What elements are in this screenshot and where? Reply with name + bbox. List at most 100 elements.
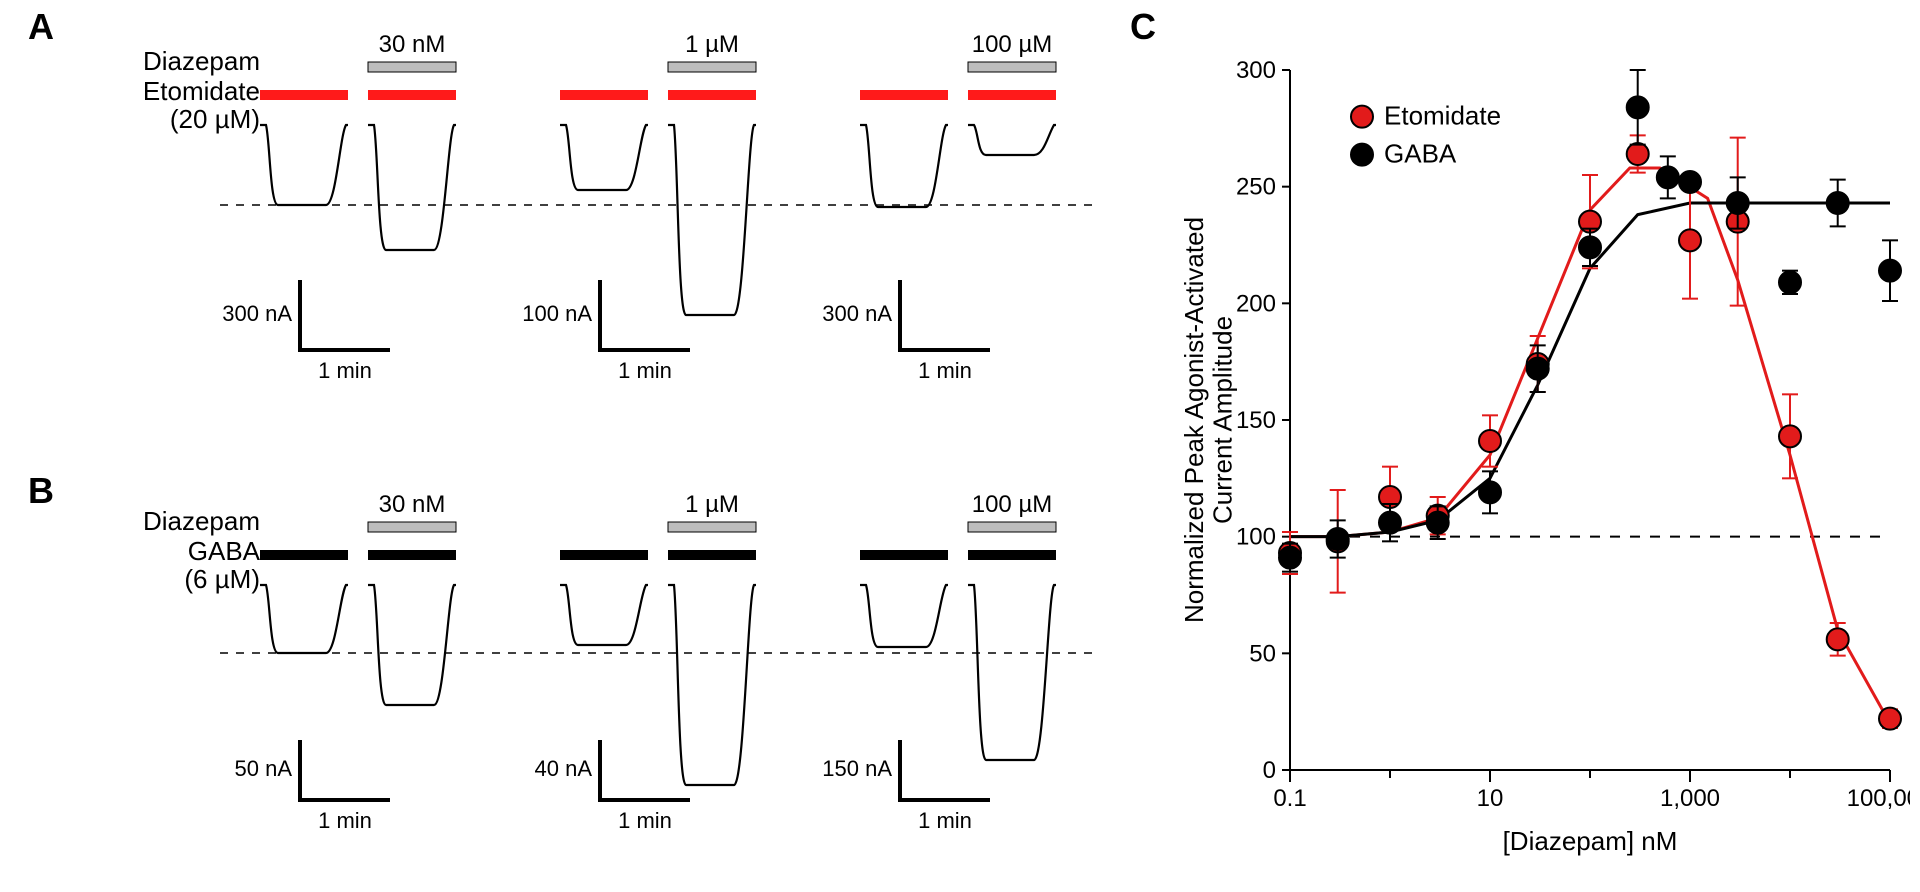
trace-drug	[668, 125, 756, 315]
agonist-bar	[860, 90, 948, 100]
legend-marker	[1351, 144, 1373, 166]
conc-label: 100 µM	[972, 491, 1053, 518]
agonist-bar	[260, 550, 348, 560]
agonist-bar	[260, 90, 348, 100]
trace-control	[260, 585, 348, 653]
scalebar-xlabel: 1 min	[318, 358, 372, 383]
scalebar	[300, 740, 390, 800]
marker-gaba	[1479, 481, 1501, 503]
marker-etomidate	[1827, 628, 1849, 650]
scalebar	[300, 280, 390, 350]
trace-control	[560, 585, 648, 645]
marker-gaba	[1727, 192, 1749, 214]
xlabel: [Diazepam] nM	[1503, 826, 1678, 856]
diazepam-label: Diazepam	[143, 46, 260, 76]
agonist-bar	[968, 90, 1056, 100]
marker-etomidate	[1679, 229, 1701, 251]
agonist-conc: (20 µM)	[170, 104, 260, 134]
panel-c-chart: 0501001502002503000.1101,000100,000[Diaz…	[1180, 10, 1910, 880]
trace-drug	[968, 125, 1056, 155]
trace-control	[860, 125, 948, 207]
scalebar	[600, 740, 690, 800]
trace-control	[560, 125, 648, 190]
diazepam-bar	[368, 522, 456, 532]
scalebar-ylabel: 50 nA	[235, 756, 293, 781]
marker-gaba	[1579, 236, 1601, 258]
marker-gaba	[1879, 260, 1901, 282]
diazepam-bar	[968, 522, 1056, 532]
agonist-bar	[668, 90, 756, 100]
figure: A B C DiazepamEtomidate(20 µM)30 nM300 n…	[0, 0, 1920, 892]
panel-c-label: C	[1130, 6, 1156, 48]
scalebar	[900, 280, 990, 350]
xtick-label: 0.1	[1273, 785, 1306, 812]
scalebar-xlabel: 1 min	[318, 808, 372, 833]
ytick-label: 200	[1236, 290, 1276, 317]
trace-control	[860, 585, 948, 647]
panel-b-label: B	[28, 470, 54, 512]
conc-label: 30 nM	[379, 31, 446, 58]
marker-gaba	[1827, 192, 1849, 214]
marker-gaba	[1379, 512, 1401, 534]
ytick-label: 300	[1236, 57, 1276, 84]
marker-etomidate	[1779, 425, 1801, 447]
agonist-bar	[968, 550, 1056, 560]
agonist-bar	[560, 90, 648, 100]
agonist-bar	[668, 550, 756, 560]
agonist-bar	[560, 550, 648, 560]
agonist-bar	[368, 550, 456, 560]
xtick-label: 1,000	[1660, 785, 1720, 812]
legend-marker	[1351, 106, 1373, 128]
marker-gaba	[1527, 358, 1549, 380]
diazepam-label: Diazepam	[143, 506, 260, 536]
conc-label: 30 nM	[379, 491, 446, 518]
panel-a-traces: DiazepamEtomidate(20 µM) 30 nM 300 nA 1 min…	[60, 10, 1120, 440]
scalebar-ylabel: 150 nA	[822, 756, 892, 781]
scalebar-ylabel: 100 nA	[522, 301, 592, 326]
marker-gaba	[1279, 547, 1301, 569]
agonist-bar	[860, 550, 948, 560]
marker-etomidate	[1479, 430, 1501, 452]
ytick-label: 0	[1263, 757, 1276, 784]
marker-gaba	[1627, 96, 1649, 118]
ylabel: Normalized Peak Agonist-ActivatedCurrent…	[1180, 217, 1238, 623]
diazepam-bar	[668, 522, 756, 532]
marker-gaba	[1327, 528, 1349, 550]
diazepam-bar	[968, 62, 1056, 72]
marker-gaba	[1657, 166, 1679, 188]
panel-a-label: A	[28, 6, 54, 48]
trace-drug	[368, 585, 456, 705]
conc-label: 1 µM	[685, 491, 739, 518]
scalebar-xlabel: 1 min	[618, 808, 672, 833]
scalebar-xlabel: 1 min	[918, 808, 972, 833]
legend-label: Etomidate	[1384, 101, 1501, 131]
scalebar	[900, 740, 990, 800]
xtick-label: 10	[1477, 785, 1504, 812]
marker-etomidate	[1879, 708, 1901, 730]
trace-drug	[668, 585, 756, 785]
agonist-label: Etomidate	[143, 76, 260, 106]
marker-gaba	[1779, 271, 1801, 293]
legend-label: GABA	[1384, 139, 1457, 169]
xtick-label: 100,000	[1847, 785, 1910, 812]
scalebar-xlabel: 1 min	[918, 358, 972, 383]
ytick-label: 100	[1236, 524, 1276, 551]
scalebar	[600, 280, 690, 350]
diazepam-bar	[668, 62, 756, 72]
agonist-conc: (6 µM)	[184, 564, 260, 594]
trace-control	[260, 125, 348, 205]
marker-gaba	[1679, 171, 1701, 193]
marker-etomidate	[1627, 143, 1649, 165]
panel-b-traces: DiazepamGABA(6 µM) 30 nM 50 nA 1 min 1 µM 40 …	[60, 470, 1120, 880]
diazepam-bar	[368, 62, 456, 72]
agonist-bar	[368, 90, 456, 100]
agonist-label: GABA	[188, 536, 261, 566]
ytick-label: 250	[1236, 174, 1276, 201]
scalebar-ylabel: 300 nA	[822, 301, 892, 326]
scalebar-ylabel: 300 nA	[222, 301, 292, 326]
ytick-label: 50	[1249, 640, 1276, 667]
marker-gaba	[1427, 512, 1449, 534]
trace-drug	[368, 125, 456, 250]
scalebar-ylabel: 40 nA	[535, 756, 593, 781]
scalebar-xlabel: 1 min	[618, 358, 672, 383]
